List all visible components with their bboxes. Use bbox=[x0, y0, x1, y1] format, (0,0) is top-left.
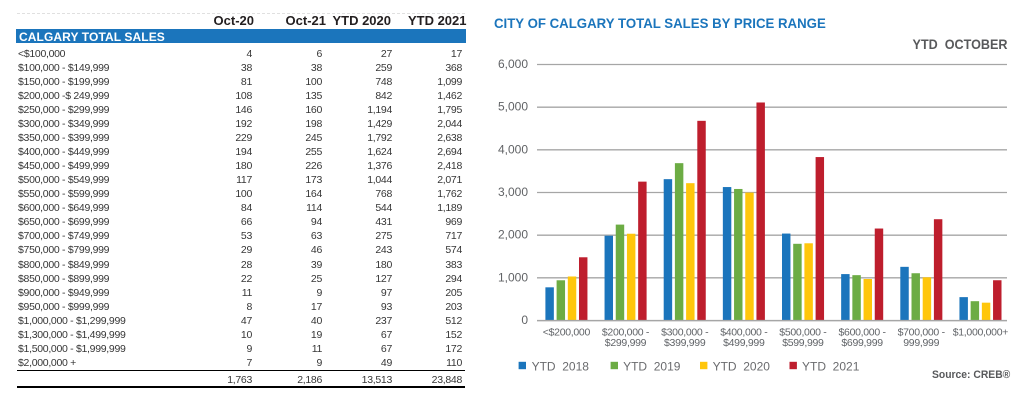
svg-text:$299,999: $299,999 bbox=[605, 337, 647, 349]
svg-text:$300,000 -: $300,000 - bbox=[661, 327, 709, 339]
svg-text:4,000: 4,000 bbox=[498, 142, 528, 156]
svg-text:$400,000 -: $400,000 - bbox=[720, 327, 768, 339]
svg-text:$499,999: $499,999 bbox=[723, 337, 765, 349]
svg-text:$399,999: $399,999 bbox=[664, 337, 706, 349]
svg-text:YTD 2020: YTD 2020 bbox=[713, 359, 771, 373]
svg-text:3,000: 3,000 bbox=[498, 185, 528, 199]
svg-text:2,000: 2,000 bbox=[498, 228, 528, 242]
svg-text:YTD 2019: YTD 2019 bbox=[623, 359, 681, 373]
svg-text:$500,000 -: $500,000 - bbox=[779, 327, 827, 339]
svg-text:1,000: 1,000 bbox=[498, 270, 528, 284]
svg-text:0: 0 bbox=[521, 313, 528, 327]
svg-text:$599,999: $599,999 bbox=[782, 337, 824, 349]
svg-text:6,000: 6,000 bbox=[498, 57, 528, 71]
svg-text:999,999: 999,999 bbox=[903, 337, 939, 349]
svg-text:<$200,000: <$200,000 bbox=[543, 327, 591, 339]
svg-text:$200,000 -: $200,000 - bbox=[602, 327, 650, 339]
svg-text:5,000: 5,000 bbox=[498, 100, 528, 114]
svg-text:$600,000 -: $600,000 - bbox=[838, 327, 886, 339]
svg-text:$699,999: $699,999 bbox=[841, 337, 883, 349]
svg-text:YTD 2018: YTD 2018 bbox=[532, 359, 590, 373]
svg-text:$700,000 -: $700,000 - bbox=[898, 327, 946, 339]
svg-text:$1,000,000+: $1,000,000+ bbox=[953, 327, 1009, 339]
svg-text:YTD 2021: YTD 2021 bbox=[802, 359, 860, 373]
